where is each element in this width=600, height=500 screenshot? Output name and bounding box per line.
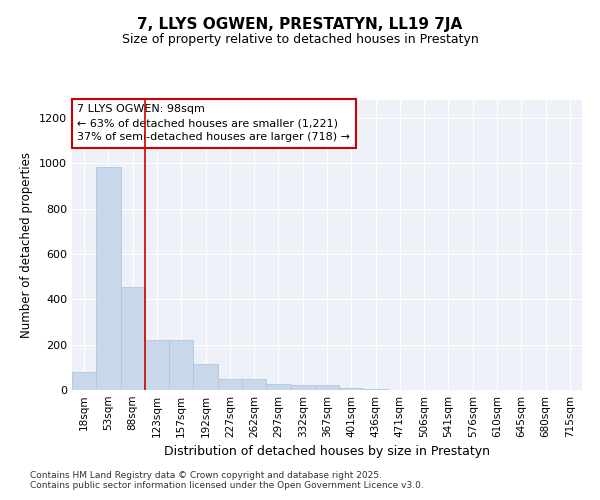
Bar: [266, 384, 290, 390]
Text: Size of property relative to detached houses in Prestatyn: Size of property relative to detached ho…: [122, 32, 478, 46]
Bar: [218, 378, 242, 390]
Text: 7, LLYS OGWEN, PRESTATYN, LL19 7JA: 7, LLYS OGWEN, PRESTATYN, LL19 7JA: [137, 18, 463, 32]
Bar: [145, 340, 169, 390]
Bar: [96, 167, 121, 390]
Bar: [339, 388, 364, 390]
Bar: [364, 389, 388, 390]
Bar: [315, 386, 339, 390]
Bar: [72, 372, 96, 390]
Text: 7 LLYS OGWEN: 98sqm
← 63% of detached houses are smaller (1,221)
37% of semi-det: 7 LLYS OGWEN: 98sqm ← 63% of detached ho…: [77, 104, 350, 142]
Y-axis label: Number of detached properties: Number of detached properties: [20, 152, 34, 338]
Bar: [169, 340, 193, 390]
Bar: [121, 287, 145, 390]
Bar: [242, 378, 266, 390]
Bar: [290, 386, 315, 390]
X-axis label: Distribution of detached houses by size in Prestatyn: Distribution of detached houses by size …: [164, 446, 490, 458]
Bar: [193, 364, 218, 390]
Text: Contains HM Land Registry data © Crown copyright and database right 2025.
Contai: Contains HM Land Registry data © Crown c…: [30, 470, 424, 490]
